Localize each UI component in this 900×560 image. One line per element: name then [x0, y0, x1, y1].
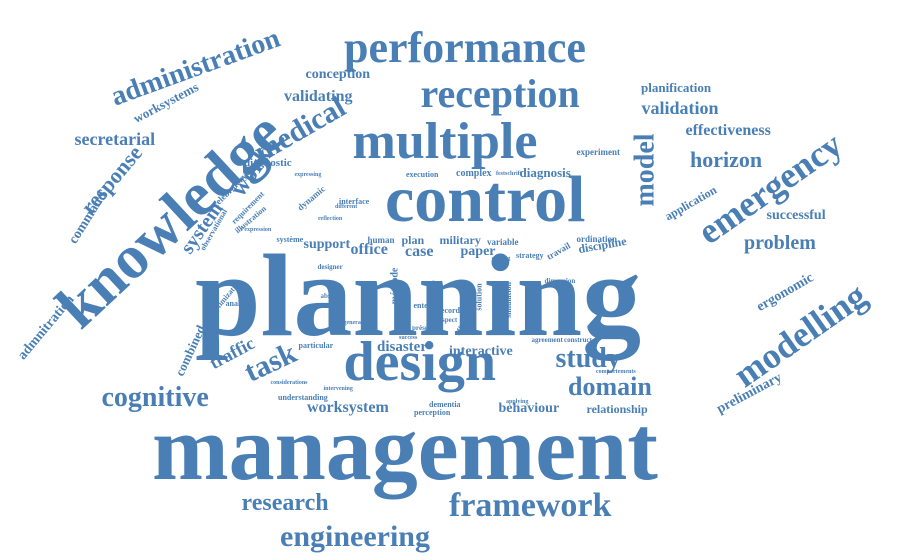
- word-interface: interface: [339, 197, 370, 206]
- word-understanding: understanding: [278, 393, 328, 402]
- word-different: different: [335, 204, 358, 210]
- word-perception: perception: [414, 408, 451, 417]
- word-case: case: [405, 243, 434, 260]
- word-worksystem: worksystem: [307, 399, 389, 416]
- word-enters: enters: [413, 301, 435, 310]
- word-construct: construct: [564, 335, 592, 344]
- word-reception: reception: [420, 71, 580, 116]
- word-success: success: [399, 335, 418, 341]
- word-paper: paper: [460, 244, 496, 259]
- word-methode: méthode: [388, 267, 400, 305]
- word-aspect: aspect: [438, 315, 458, 324]
- word-agreement: agreement: [531, 335, 563, 344]
- word-engineering: engineering: [280, 520, 430, 553]
- word-successful: successful: [766, 208, 826, 223]
- word-diagnostic: diagnostic: [244, 156, 292, 169]
- word-disaster: disaster: [377, 338, 427, 355]
- word-planning: planning: [195, 230, 642, 361]
- word-diagnosis: diagnosis: [519, 164, 571, 180]
- word-horizon: horizon: [690, 147, 763, 172]
- word-administration: administration: [106, 22, 284, 113]
- word-strategy: strategy: [516, 251, 544, 260]
- word-particular: particular: [298, 341, 334, 350]
- word-simulation: simulation: [504, 281, 514, 319]
- word-record: record: [437, 306, 461, 315]
- word-festschrift: festschrift: [496, 171, 522, 177]
- word-effectiveness: effectiveness: [685, 122, 771, 139]
- word-intervening: intervening: [323, 386, 353, 392]
- word-dimension: dimension: [544, 276, 576, 285]
- word-multiple: multiple: [352, 113, 538, 170]
- word-ordination: ordination: [576, 233, 618, 244]
- word-analysis: analysis: [225, 299, 253, 308]
- word-framework: framework: [449, 487, 612, 524]
- word-model: model: [629, 133, 661, 207]
- word-behaviour: behaviour: [498, 401, 560, 416]
- word-abstract: abstract: [320, 291, 346, 300]
- word-present: présent: [412, 323, 435, 332]
- word-control: control: [385, 163, 586, 236]
- word-military: military: [439, 233, 481, 247]
- word-cognitive: cognitive: [101, 382, 209, 413]
- word-validating: validating: [284, 88, 353, 105]
- word-complex: complex: [456, 168, 492, 179]
- word-management: management: [152, 397, 658, 499]
- word-research: research: [241, 490, 329, 516]
- word-admnitration: admnitration: [14, 292, 78, 363]
- word-modelling: modelling: [726, 275, 874, 395]
- word-experiment: experiment: [576, 146, 620, 157]
- word-domain: domain: [568, 372, 652, 401]
- word-systeme: système: [276, 235, 304, 244]
- word-plan: plan: [401, 233, 425, 247]
- word-dementia: dementia: [429, 400, 461, 409]
- word-problem: problem: [744, 232, 816, 254]
- word-lexpression: l'expression: [241, 227, 272, 233]
- word-relationship: relationship: [586, 402, 648, 416]
- word-planification: planification: [641, 79, 712, 95]
- word-considerations: considerations: [270, 380, 308, 386]
- word-validation: validation: [641, 98, 719, 118]
- word-general: general: [343, 320, 363, 326]
- word-report: report: [491, 254, 511, 263]
- word-study: study: [555, 343, 621, 374]
- word-design: design: [343, 331, 497, 393]
- word-human: human: [367, 234, 395, 245]
- word-designer: designer: [317, 262, 343, 271]
- word-execution: execution: [406, 170, 439, 179]
- word-interactive: interactive: [449, 344, 513, 359]
- word-variable: variable: [487, 236, 519, 247]
- word-dynamic: dynamic: [294, 183, 327, 213]
- word-secretarial: secretarial: [74, 129, 156, 149]
- word-office: office: [350, 241, 388, 258]
- word-comportements: comportements: [596, 369, 636, 375]
- word-support: support: [303, 237, 351, 252]
- word-reflection: reflection: [318, 216, 343, 222]
- word-conception: conception: [305, 67, 371, 82]
- word-applying: applying: [506, 399, 529, 405]
- word-performance: performance: [344, 23, 586, 72]
- word-expressing: expressing: [294, 172, 322, 178]
